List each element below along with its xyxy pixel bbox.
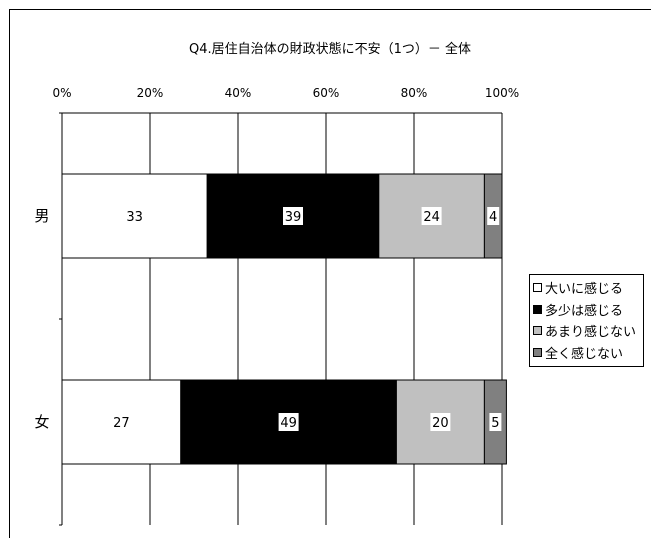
legend-label: 全く感じない — [545, 346, 624, 362]
legend-item: 大いに感じる — [533, 277, 640, 299]
category-label: 女 — [34, 413, 49, 431]
data-label: 49 — [280, 416, 297, 431]
x-tick-label: 60% — [313, 86, 340, 100]
chart-title: Q4.居住自治体の財政状態に不安（1つ）－ 全体 — [189, 41, 471, 57]
legend: 大いに感じる 多少は感じる あまり感じない 全く感じない — [529, 274, 644, 367]
x-tick-label: 40% — [225, 86, 252, 100]
x-tick-label: 80% — [401, 86, 428, 100]
plot-area: 0% 20% 40% 60% 80% 100% 男 33 39 24 4 女 27 49 20 5 — [34, 86, 519, 526]
legend-swatch — [533, 304, 542, 314]
data-label-bg — [487, 207, 500, 225]
category-label: 男 — [34, 207, 49, 225]
data-label-bg — [421, 207, 442, 225]
legend-swatch — [533, 283, 542, 293]
legend-label: 多少は感じる — [545, 303, 624, 319]
data-label-bg — [430, 413, 451, 431]
bar-segment — [61, 173, 208, 259]
data-label: 39 — [285, 210, 302, 225]
data-label: 24 — [423, 210, 440, 225]
x-tick-label: 100% — [485, 86, 519, 100]
data-label-bg — [278, 413, 299, 431]
legend-swatch — [533, 347, 542, 357]
x-tick-label: 20% — [137, 86, 164, 100]
data-label: 5 — [491, 416, 499, 431]
data-label: 4 — [489, 210, 497, 225]
data-label-bg — [489, 413, 502, 431]
data-label-bg — [283, 207, 303, 225]
chart-frame — [9, 9, 651, 538]
data-label: 27 — [113, 416, 130, 431]
legend-item: あまり感じない — [533, 320, 640, 342]
legend-swatch — [533, 326, 542, 336]
data-label: 20 — [432, 416, 449, 431]
legend-item: 多少は感じる — [533, 299, 640, 321]
legend-item: 全く感じない — [533, 342, 640, 364]
x-tick-label: 0% — [52, 86, 71, 100]
data-label: 33 — [126, 210, 143, 225]
legend-label: あまり感じない — [545, 325, 637, 341]
bar-segment — [61, 379, 182, 465]
legend-label: 大いに感じる — [545, 282, 624, 298]
